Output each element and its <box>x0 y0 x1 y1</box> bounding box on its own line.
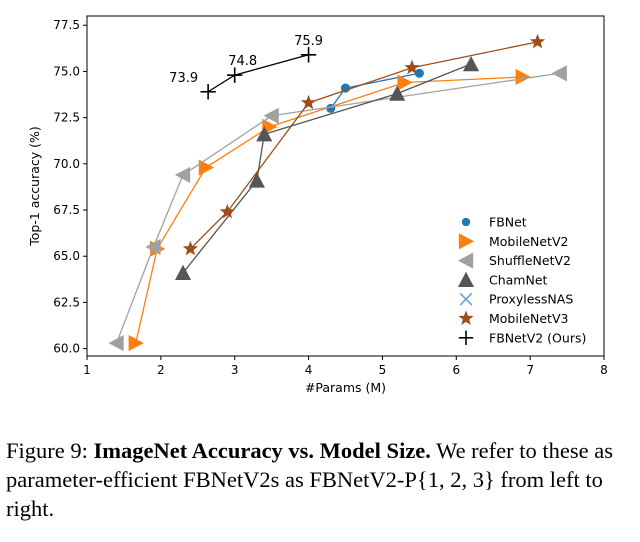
x-tick-label: 7 <box>526 363 534 377</box>
point-chamnet <box>389 85 406 101</box>
legend: FBNet MobileNetV2 ShuffleNetV2 ChamNet Proxy… <box>457 215 586 345</box>
point-mobilenetv3 <box>219 203 235 219</box>
legend-marker-shufflenetv2 <box>457 252 474 269</box>
legend-entry: FBNetV2 (Ours) <box>489 330 586 345</box>
y-tick-label: 67.5 <box>53 203 80 217</box>
legend-marker-proxylessnas <box>459 292 473 306</box>
legend-entry: ProxylessNAS <box>489 292 573 307</box>
x-b <box>459 292 473 306</box>
x-tick-label: 3 <box>231 363 239 377</box>
point-mobilenetv2 <box>128 335 144 352</box>
y-tick-label: 60.0 <box>53 342 80 356</box>
point-shufflenetv2 <box>145 238 161 256</box>
point-shufflenetv2 <box>174 166 191 183</box>
legend-marker-mobilenetv3 <box>458 310 474 326</box>
point-fbnet <box>414 68 424 78</box>
y-tick-label: 75.0 <box>53 64 80 78</box>
point-mobilenetv2 <box>397 74 413 91</box>
caption-text: We refer to these as parameter-efficient… <box>6 438 613 521</box>
data-label: 73.9 <box>169 71 198 86</box>
point-mobilenetv3 <box>182 240 199 256</box>
x-tick-label: 5 <box>379 363 387 377</box>
point-chamnet <box>256 126 273 142</box>
caption-bold-title: ImageNet Accuracy vs. Model Size. <box>93 438 431 463</box>
point-shufflenetv2 <box>551 65 567 82</box>
legend-marker-mobilenetv2 <box>458 233 475 250</box>
legend-entry: MobileNetV2 <box>489 234 568 249</box>
point-chamnet <box>248 172 265 188</box>
x-tick-label: 8 <box>600 363 608 377</box>
y-axis-label: Top-1 accuracy (%) <box>27 126 42 247</box>
data-label: 74.8 <box>228 54 257 69</box>
data-label: 75.9 <box>294 34 323 49</box>
point-mobilenetv3 <box>404 59 420 75</box>
series-line-mobilenetv2 <box>135 76 523 344</box>
point-shufflenetv2 <box>263 107 279 124</box>
legend-marker-fbnet <box>461 217 471 227</box>
x-axis-label: #Params (M) <box>305 380 386 395</box>
y-tick-label: 62.5 <box>53 295 80 309</box>
series-line-chamnet <box>182 63 472 274</box>
series-line-fbnetv2-ours <box>207 54 309 93</box>
x-tick-label: 4 <box>305 363 313 377</box>
point-mobilenetv2 <box>198 159 214 176</box>
point-chamnet <box>462 55 480 72</box>
legend-entry: MobileNetV3 <box>489 311 568 326</box>
point-fbnetv2-ours <box>300 47 317 63</box>
legend-entry: ShuffleNetV2 <box>489 253 571 268</box>
point-mobilenetv2 <box>515 68 531 86</box>
y-tick-label: 70.0 <box>53 157 80 171</box>
plot-area: 1 2 3 4 5 6 7 8 60.0 62.5 65.0 67.5 70.0 72.5 75.0 77.5… <box>27 15 608 395</box>
point-mobilenetv3 <box>529 33 546 49</box>
point-chamnet <box>174 264 192 280</box>
point-fbnetv2-ours <box>200 84 216 100</box>
x-tick-label: 1 <box>83 363 91 377</box>
y-tick-label: 65.0 <box>53 249 80 263</box>
legend-marker-fbnetv2-ours <box>458 330 474 345</box>
point-fbnetv2-ours <box>227 67 243 83</box>
point-shufflenetv2 <box>108 335 124 352</box>
x-tick-label: 6 <box>452 363 460 377</box>
figure-caption: Figure 9: ImageNet Accuracy vs. Model Si… <box>6 436 636 523</box>
point-mobilenetv3 <box>300 94 317 110</box>
chart: 1 2 3 4 5 6 7 8 60.0 62.5 65.0 67.5 70.0 72.5 75.0 77.5… <box>27 15 608 395</box>
x-tick-label: 2 <box>157 363 165 377</box>
axes-frame <box>86 15 605 357</box>
legend-entry: ChamNet <box>489 272 548 287</box>
y-tick-label: 77.5 <box>53 18 80 32</box>
legend-marker-chamnet <box>457 271 475 288</box>
caption-prefix: Figure 9: <box>6 438 94 463</box>
y-tick-label: 72.5 <box>53 111 80 125</box>
point-fbnet <box>340 83 351 93</box>
legend-entry: FBNet <box>489 215 527 230</box>
